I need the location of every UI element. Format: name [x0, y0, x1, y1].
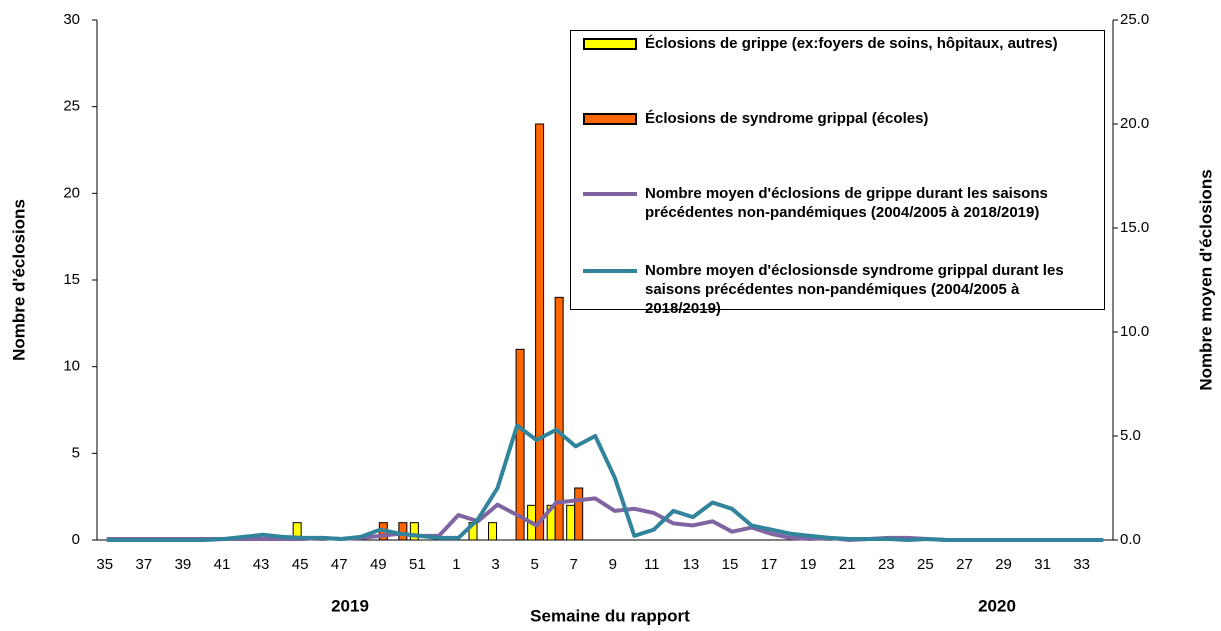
x-tick-label: 33	[1073, 556, 1090, 573]
x-tick-label: 39	[175, 556, 192, 573]
bar	[554, 296, 564, 541]
x-tick-label: 35	[96, 556, 113, 573]
x-tick-label: 45	[292, 556, 309, 573]
y-tick-label: 5	[72, 444, 80, 461]
legend-entry: Nombre moyen d'éclosionsde syndrome grip…	[583, 261, 1098, 318]
y2-tick-label: 0.0	[1120, 531, 1141, 548]
y2-tick-label: 5.0	[1120, 427, 1141, 444]
y-tick-label: 30	[63, 11, 80, 28]
legend-swatch	[583, 38, 637, 50]
legend-marker	[583, 38, 637, 50]
x-tick-label: 19	[800, 556, 817, 573]
legend-label: Nombre moyen d'éclosions de grippe duran…	[645, 185, 1048, 221]
x-tick-label: 47	[331, 556, 348, 573]
y-tick-label: 10	[63, 358, 80, 375]
x-tick-label: 23	[878, 556, 895, 573]
x-tick-label: 5	[530, 556, 538, 573]
y2-tick-label: 15.0	[1120, 219, 1149, 236]
legend-marker	[583, 192, 637, 196]
y-tick-label: 20	[63, 184, 80, 201]
x-tick-label: 27	[956, 556, 973, 573]
legend-label: Nombre moyen d'éclosionsde syndrome grip…	[645, 262, 1064, 317]
bar	[566, 504, 576, 541]
y-tick-label: 25	[63, 98, 80, 115]
x-tick-label: 13	[683, 556, 700, 573]
legend-marker	[583, 113, 637, 125]
y2-axis-title: Nombre moyen d'éclosions	[1196, 169, 1215, 390]
x-tick-label: 49	[370, 556, 387, 573]
bar	[515, 348, 525, 541]
x-tick-label: 3	[491, 556, 499, 573]
legend: Éclosions de grippe (ex:foyers de soins,…	[570, 30, 1105, 317]
y-tick-label: 15	[63, 271, 80, 288]
bar	[574, 487, 584, 541]
x-tick-label: 11	[644, 556, 660, 573]
y2-tick-label: 20.0	[1120, 115, 1149, 132]
y-axis-title: Nombre d'éclosions	[9, 199, 28, 361]
bar	[535, 123, 545, 541]
bar	[488, 522, 498, 541]
legend-marker	[583, 269, 637, 273]
legend-label: Éclosions de syndrome grippal (écoles)	[645, 110, 929, 127]
y-tick-label: 0	[72, 531, 80, 548]
legend-swatch	[583, 113, 637, 125]
legend-entry: Éclosions de syndrome grippal (écoles)	[583, 109, 1098, 129]
legend-entry: Éclosions de grippe (ex:foyers de soins,…	[583, 34, 1098, 54]
x-tick-label: 51	[409, 556, 426, 573]
line	[106, 423, 1104, 542]
x-tick-label: 37	[136, 556, 153, 573]
x-tick-label: 43	[253, 556, 270, 573]
y2-tick-label: 10.0	[1120, 323, 1149, 340]
year-label: 2019	[331, 596, 369, 615]
year-label: 2020	[978, 596, 1016, 615]
x-tick-label: 15	[722, 556, 739, 573]
bar	[409, 522, 419, 541]
bar	[398, 522, 408, 541]
x-tick-label: 21	[839, 556, 856, 573]
legend-label: Éclosions de grippe (ex:foyers de soins,…	[645, 35, 1058, 52]
x-tick-label: 29	[995, 556, 1012, 573]
legend-entry: Nombre moyen d'éclosions de grippe duran…	[583, 184, 1098, 222]
x-tick-label: 41	[214, 556, 231, 573]
x-tick-label: 31	[1034, 556, 1051, 573]
x-tick-label: 1	[452, 556, 460, 573]
y2-tick-label: 25.0	[1120, 11, 1149, 28]
x-tick-label: 9	[609, 556, 617, 573]
x-axis-title: Semaine du rapport	[530, 606, 690, 625]
x-tick-label: 7	[570, 556, 578, 573]
x-tick-label: 17	[761, 556, 778, 573]
x-tick-label: 25	[917, 556, 934, 573]
